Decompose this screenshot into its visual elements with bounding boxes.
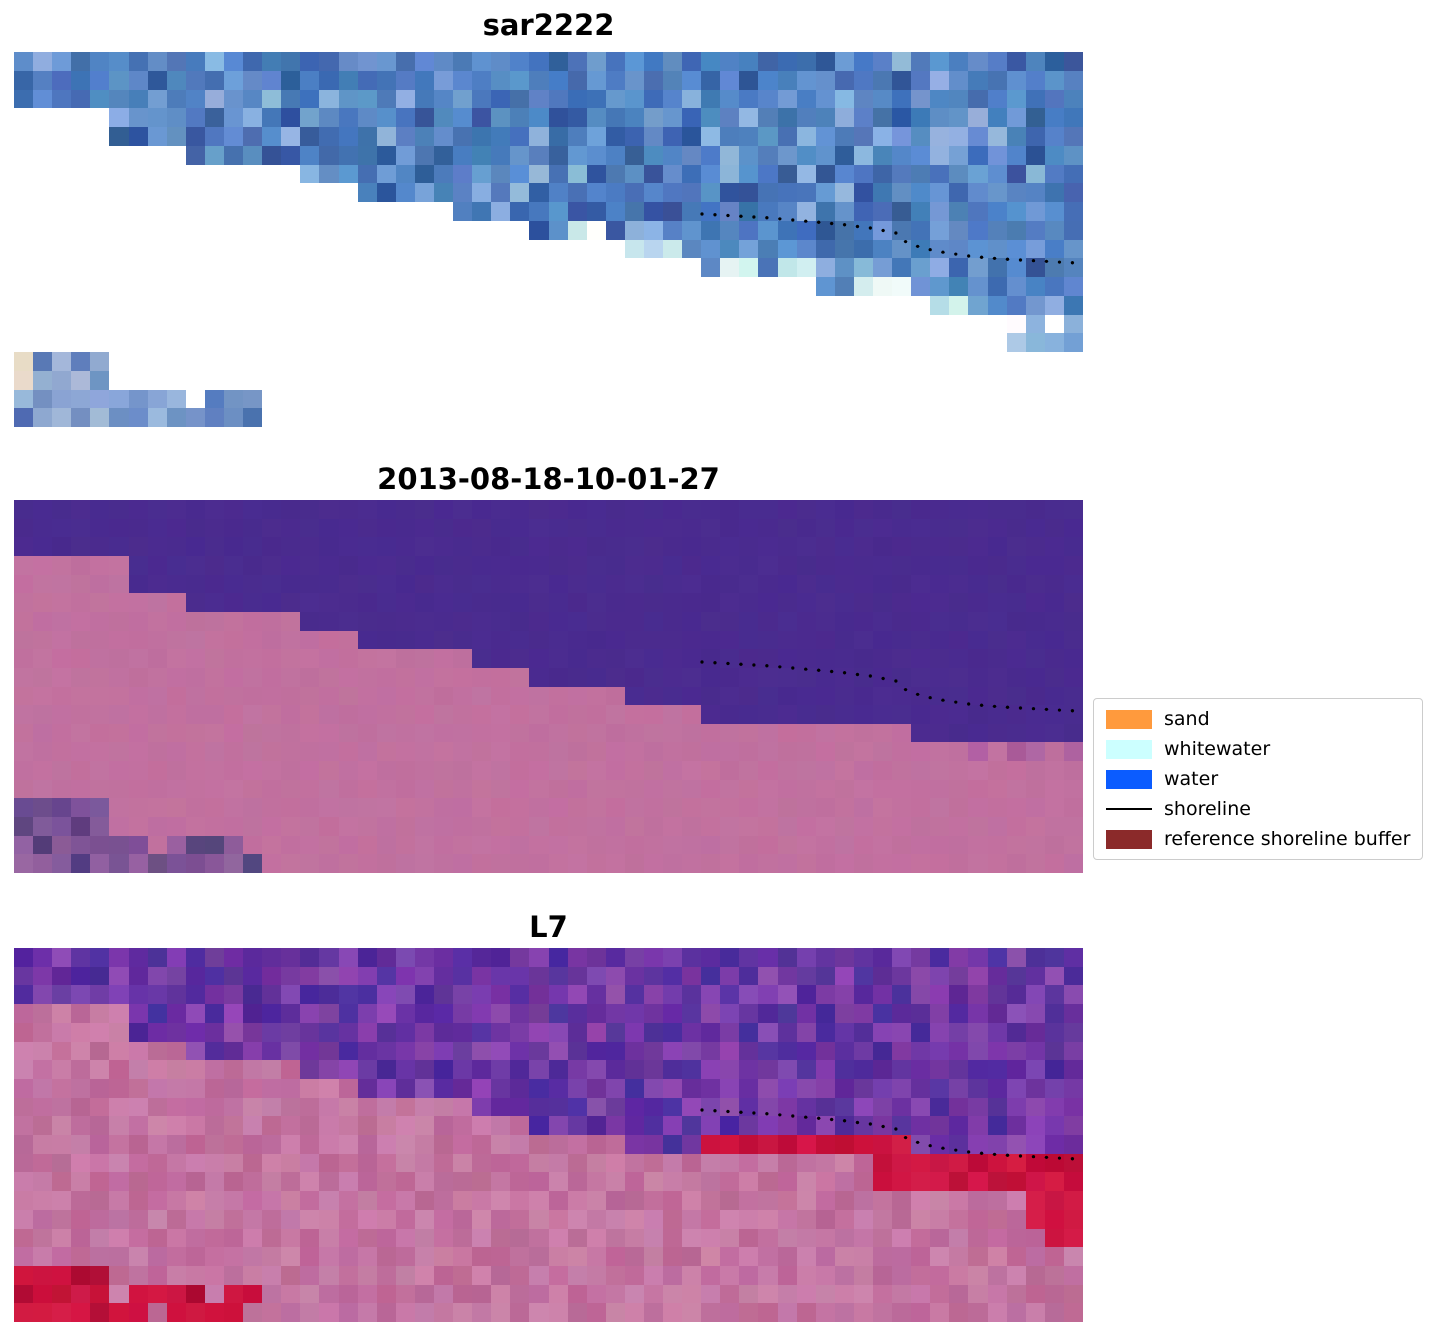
legend: sand whitewater water shoreline referenc…	[1093, 698, 1424, 860]
panel-image-classified	[14, 500, 1083, 873]
legend-label-whitewater: whitewater	[1164, 738, 1271, 760]
legend-item-whitewater: whitewater	[1106, 737, 1410, 761]
panel-title-classified: 2013-08-18-10-01-27	[377, 462, 720, 496]
legend-label-sand: sand	[1164, 708, 1210, 730]
legend-item-sand: sand	[1106, 707, 1410, 731]
panel-title-sar2222: sar2222	[482, 8, 615, 42]
legend-label-shoreline: shoreline	[1164, 798, 1251, 820]
sand-swatch	[1106, 709, 1152, 729]
shoreline-line-swatch	[1106, 808, 1152, 810]
reference-shoreline-buffer-swatch	[1106, 829, 1152, 849]
panel-title-l7: L7	[529, 910, 568, 944]
whitewater-swatch	[1106, 739, 1152, 759]
panel-image-sar2222	[14, 52, 1083, 427]
water-swatch	[1106, 769, 1152, 789]
legend-label-reference-shoreline-buffer: reference shoreline buffer	[1164, 828, 1411, 850]
panel-image-l7	[14, 948, 1083, 1322]
legend-item-water: water	[1106, 767, 1410, 791]
legend-item-reference-shoreline-buffer: reference shoreline buffer	[1106, 827, 1410, 851]
legend-label-water: water	[1164, 768, 1219, 790]
legend-item-shoreline: shoreline	[1106, 797, 1410, 821]
